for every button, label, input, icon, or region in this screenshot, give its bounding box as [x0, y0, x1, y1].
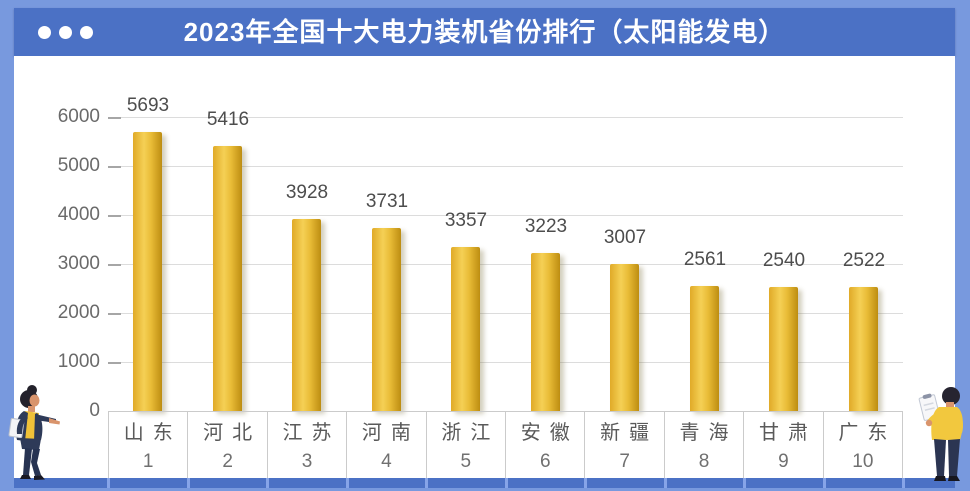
x-axis-cell: 广东 10 — [822, 412, 902, 478]
gridline — [108, 215, 903, 216]
strip-tick — [584, 478, 587, 488]
bar-value-label: 5416 — [206, 109, 250, 130]
x-axis-cell: 安徽 6 — [505, 412, 584, 478]
x-axis-cell: 新疆 7 — [584, 412, 663, 478]
rank-label: 5 — [460, 451, 472, 472]
bar-河北 — [213, 146, 242, 411]
x-axis-table: 山东 1 河北 2 江苏 3 河南 4 浙江 5 安徽 6 新疆 7 青海 8 甘肃 9 广东 10 — [108, 411, 903, 478]
bar-甘肃 — [769, 287, 798, 411]
gridline — [108, 313, 903, 314]
chart-title: 2023年全国十大电力装机省份排行（太阳能发电） — [183, 17, 786, 47]
bar-value-label: 3007 — [603, 227, 647, 248]
dot-icon — [38, 25, 51, 39]
category-label: 河南 — [361, 422, 420, 444]
bar-value-label: 5693 — [126, 95, 170, 116]
gridline — [108, 362, 903, 363]
strip-tick — [743, 478, 746, 488]
bar-青海 — [690, 286, 719, 411]
y-axis-tick — [108, 117, 121, 119]
bar-value-label: 2561 — [683, 249, 727, 270]
y-tick-label: 6000 — [57, 106, 100, 127]
gridline — [108, 264, 903, 265]
y-axis-tick — [108, 313, 121, 315]
bar-新疆 — [610, 264, 639, 411]
strip-tick — [187, 478, 190, 488]
illustration-woman-presenter — [8, 385, 60, 480]
strip-tick — [107, 478, 110, 488]
bar-浙江 — [451, 247, 480, 411]
rank-label: 10 — [852, 451, 874, 472]
category-label: 青海 — [679, 422, 738, 444]
dot-icon — [80, 25, 93, 39]
y-tick-label: 0 — [89, 400, 100, 421]
x-axis-cell: 青海 8 — [663, 412, 743, 478]
category-label: 新疆 — [600, 422, 659, 444]
rank-label: 4 — [381, 451, 392, 472]
rank-label: 3 — [301, 451, 313, 472]
y-tick-label: 1000 — [57, 351, 100, 372]
bar-value-label: 2522 — [842, 250, 886, 271]
category-label: 甘肃 — [758, 422, 817, 444]
x-axis-cell: 河北 2 — [187, 412, 266, 478]
x-axis-cell: 江苏 3 — [266, 412, 346, 478]
rank-label: 9 — [778, 451, 789, 472]
y-axis-tick — [108, 362, 121, 364]
bar-value-label: 3731 — [365, 191, 409, 212]
strip-tick — [505, 478, 508, 488]
y-tick-label: 5000 — [57, 155, 100, 176]
y-tick-label: 3000 — [57, 253, 100, 274]
illustration-man-with-clipboard — [918, 387, 963, 481]
category-label: 广东 — [838, 422, 897, 444]
strip-tick — [346, 478, 349, 488]
strip-tick — [425, 478, 428, 488]
rank-label: 2 — [222, 451, 233, 472]
bar-河南 — [372, 228, 401, 411]
bar-山东 — [133, 132, 162, 411]
strip-tick — [902, 478, 905, 488]
x-axis-cell: 河南 4 — [346, 412, 425, 478]
bar-安徽 — [531, 253, 560, 411]
bar-value-label: 2540 — [762, 250, 806, 271]
strip-tick — [266, 478, 269, 488]
x-axis-cell: 山东 1 — [109, 412, 187, 478]
window-dots-icon — [38, 8, 93, 56]
x-axis-cell: 浙江 5 — [425, 412, 505, 478]
category-label: 河北 — [203, 422, 262, 444]
bar-江苏 — [292, 219, 321, 411]
rank-label: 6 — [539, 451, 551, 472]
x-axis-cell: 甘肃 9 — [743, 412, 822, 478]
bar-value-label: 3928 — [285, 182, 329, 203]
bar-value-label: 3223 — [524, 216, 568, 237]
chart-card: 0 1000 2000 3000 4000 5000 6000 5693 5416 3928 37… — [14, 56, 955, 478]
rank-label: 8 — [698, 451, 710, 472]
y-axis-tick — [108, 166, 121, 168]
strip-tick — [664, 478, 667, 488]
bar-value-label: 3357 — [444, 210, 488, 231]
category-label: 山东 — [123, 422, 182, 444]
strip-tick — [823, 478, 826, 488]
dot-icon — [59, 25, 72, 39]
bottom-strip — [14, 478, 955, 488]
category-label: 浙江 — [441, 422, 500, 444]
chart-header-bar: 2023年全国十大电力装机省份排行（太阳能发电） — [14, 8, 955, 56]
y-tick-label: 4000 — [57, 204, 100, 225]
rank-label: 7 — [619, 451, 630, 472]
gridline — [108, 117, 903, 118]
category-label: 江苏 — [282, 422, 341, 444]
gridline — [108, 166, 903, 167]
category-label: 安徽 — [520, 422, 579, 444]
bar-广东 — [849, 287, 878, 411]
y-axis-tick — [108, 264, 121, 266]
y-tick-label: 2000 — [57, 302, 100, 323]
y-axis-tick — [108, 215, 121, 217]
rank-label: 1 — [142, 451, 154, 472]
